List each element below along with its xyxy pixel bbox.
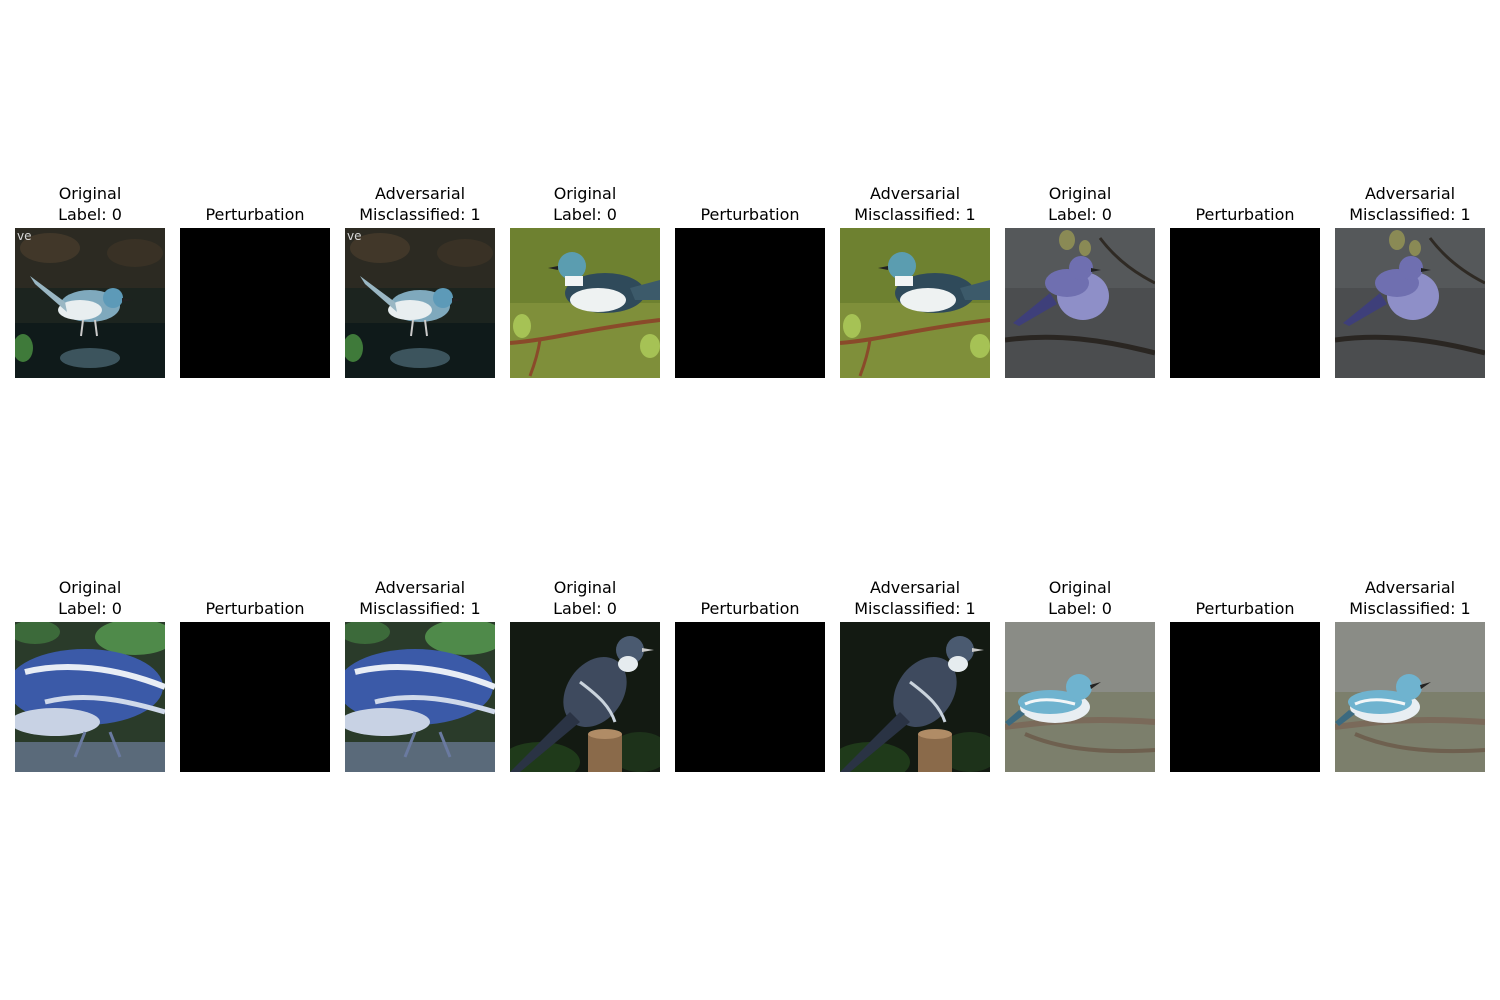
panel-title: Original Label: 0 — [58, 578, 122, 618]
panel-title: Perturbation — [205, 205, 305, 224]
image-panel: Adversarial Misclassified: 1 — [345, 578, 495, 772]
image-panel: Adversarial Misclassified: 1 — [840, 184, 990, 378]
perturbation-panel: Perturbation — [1170, 599, 1320, 772]
bird-photo — [510, 228, 660, 378]
bird-photo — [345, 622, 495, 772]
panel-title: Original Label: 0 — [58, 184, 122, 224]
bird-photo — [510, 622, 660, 772]
perturbation-image — [675, 622, 825, 772]
bird-photo — [1335, 622, 1485, 772]
image-panel: Original Label: 0 — [510, 578, 660, 772]
image-panel: Original Label: 0 — [1005, 578, 1155, 772]
image-panel: Original Label: 0 — [15, 578, 165, 772]
perturbation-image — [1170, 228, 1320, 378]
bird-photo: ve — [15, 228, 165, 378]
bird-photo — [1335, 228, 1485, 378]
perturbation-image — [180, 228, 330, 378]
perturbation-panel: Perturbation — [1170, 205, 1320, 378]
panel-title: Adversarial Misclassified: 1 — [854, 578, 976, 618]
image-panel: Adversarial Misclassified: 1 ve — [345, 184, 495, 378]
bird-photo — [1005, 228, 1155, 378]
perturbation-panel: Perturbation — [675, 599, 825, 772]
perturbation-image — [675, 228, 825, 378]
panel-title: Original Label: 0 — [553, 184, 617, 224]
perturbation-image — [180, 622, 330, 772]
image-panel: Original Label: 0 — [1005, 184, 1155, 378]
panel-title: Adversarial Misclassified: 1 — [1349, 184, 1471, 224]
panel-title: Perturbation — [1195, 599, 1295, 618]
image-panel: Adversarial Misclassified: 1 — [1335, 578, 1485, 772]
panel-title: Original Label: 0 — [1048, 184, 1112, 224]
panel-title: Adversarial Misclassified: 1 — [1349, 578, 1471, 618]
perturbation-image — [1170, 622, 1320, 772]
bird-photo — [1005, 622, 1155, 772]
svg-text:ve: ve — [17, 229, 31, 243]
perturbation-panel: Perturbation — [180, 599, 330, 772]
image-panel: Adversarial Misclassified: 1 — [840, 578, 990, 772]
image-panel: Adversarial Misclassified: 1 — [1335, 184, 1485, 378]
bird-photo: ve — [345, 228, 495, 378]
perturbation-panel: Perturbation — [180, 205, 330, 378]
bird-photo — [840, 622, 990, 772]
panel-title: Perturbation — [700, 205, 800, 224]
panel-title: Perturbation — [1195, 205, 1295, 224]
bird-photo — [840, 228, 990, 378]
image-panel: Original Label: 0 — [510, 184, 660, 378]
panel-title: Original Label: 0 — [553, 578, 617, 618]
panel-title: Perturbation — [700, 599, 800, 618]
image-panel: Original Label: 0 ve — [15, 184, 165, 378]
panel-title: Original Label: 0 — [1048, 578, 1112, 618]
panel-title: Adversarial Misclassified: 1 — [359, 578, 481, 618]
panel-title: Adversarial Misclassified: 1 — [854, 184, 976, 224]
perturbation-panel: Perturbation — [675, 205, 825, 378]
panel-title: Perturbation — [205, 599, 305, 618]
panel-title: Adversarial Misclassified: 1 — [359, 184, 481, 224]
svg-text:ve: ve — [347, 229, 361, 243]
bird-photo — [15, 622, 165, 772]
